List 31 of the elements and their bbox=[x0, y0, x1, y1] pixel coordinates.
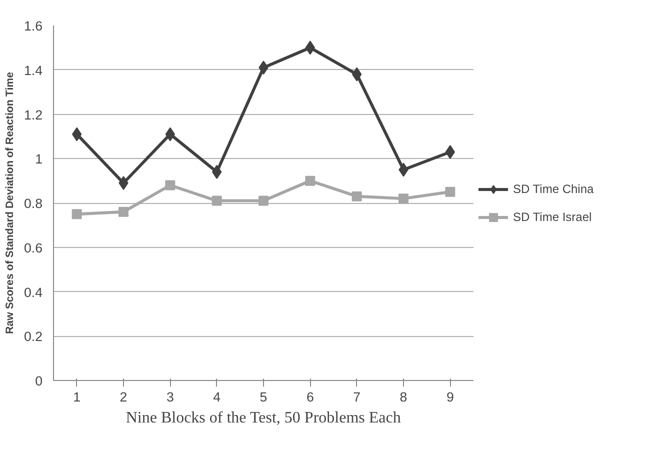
point bbox=[398, 194, 408, 204]
y-tick-label: 1.6 bbox=[24, 18, 43, 34]
point bbox=[305, 176, 316, 186]
point bbox=[72, 209, 82, 220]
y-tick-label: 1 bbox=[35, 152, 43, 167]
y-tick-label: 1.4 bbox=[24, 62, 44, 78]
x-tick-label: 6 bbox=[306, 390, 314, 404]
y-tick-label: 0.2 bbox=[24, 329, 43, 344]
y-tick-label: 1.2 bbox=[24, 107, 43, 122]
point bbox=[352, 191, 362, 202]
point bbox=[445, 186, 456, 197]
x-tick-label: 4 bbox=[213, 390, 222, 404]
y-axis-title: Raw Scores of Standard Deviation of Reaction Time bbox=[4, 72, 16, 334]
x-tick-label: 5 bbox=[260, 390, 268, 404]
y-tick-label: 0.6 bbox=[24, 240, 43, 256]
x-tick-label: 3 bbox=[166, 390, 174, 404]
point bbox=[258, 196, 268, 206]
x-tick-label: 7 bbox=[353, 390, 361, 404]
point bbox=[165, 180, 176, 190]
x-tick-label: 2 bbox=[120, 390, 128, 404]
legend-label: SD Time China bbox=[513, 182, 594, 196]
x-tick-label: 8 bbox=[400, 390, 408, 404]
legend-label: SD Time Israel bbox=[513, 210, 592, 224]
y-tick-label: 0.4 bbox=[24, 284, 44, 300]
x-tick-label: 9 bbox=[446, 390, 454, 404]
x-axis-title: Nine Blocks of the Test, 50 Problems Each bbox=[126, 410, 401, 426]
x-tick-label: 1 bbox=[73, 390, 81, 404]
y-tick-label: 0.8 bbox=[24, 196, 43, 211]
y-tick-label: 0 bbox=[35, 374, 43, 388]
point bbox=[212, 196, 222, 206]
point bbox=[118, 206, 128, 217]
